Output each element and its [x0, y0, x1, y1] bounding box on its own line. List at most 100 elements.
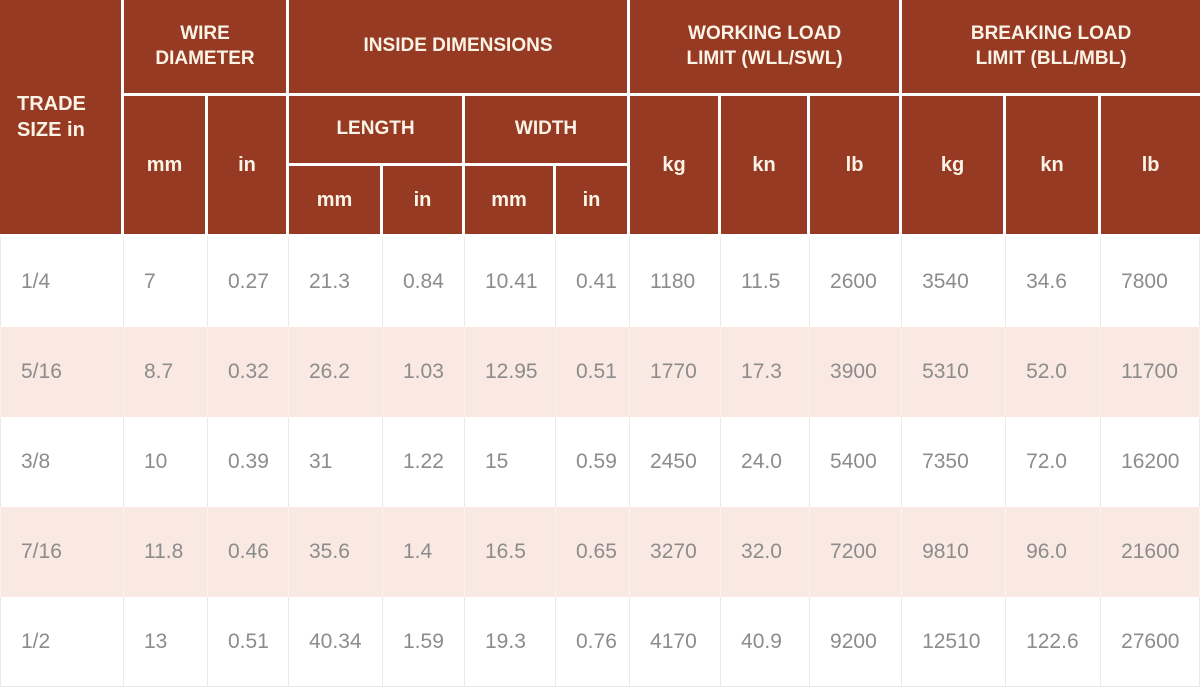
value-cell: 0.32	[208, 327, 289, 417]
trade-size-cell: 7/16	[0, 507, 124, 597]
value-cell: 0.59	[556, 417, 631, 507]
value-cell: 16200	[1101, 417, 1200, 507]
value-cell: 11.5	[721, 237, 811, 327]
col-header-bll-kg: kg	[902, 96, 1007, 237]
value-cell: 7800	[1101, 237, 1200, 327]
length-label: LENGTH	[336, 118, 415, 140]
value-cell: 52.0	[1006, 327, 1102, 417]
table-body: 1/4 7 0.27 21.3 0.84 10.41 0.41 1180 11.5 2600 354…	[0, 237, 1200, 687]
value-cell: 0.27	[208, 237, 289, 327]
value-cell: 17.3	[721, 327, 811, 417]
value-cell: 21.3	[289, 237, 383, 327]
table-row: 1/2 13 0.51 40.34 1.59 19.3 0.76 4170 40.9 9200 12…	[0, 597, 1200, 687]
value-cell: 5400	[810, 417, 903, 507]
value-cell: 0.39	[208, 417, 289, 507]
header-row-groups: TRADE SIZE in WIRE DIAMETER INSIDE DIMEN…	[0, 0, 1200, 237]
header-row-subgroups: mm in LENGTH WIDTH kg kn lb kg kn lb	[0, 96, 1200, 237]
inside-dimensions-label: INSIDE DIMENSIONS	[363, 35, 553, 57]
value-cell: 7200	[810, 507, 903, 597]
value-cell: 96.0	[1006, 507, 1102, 597]
value-cell: 8.7	[124, 327, 208, 417]
header-row-units: mm in mm in	[0, 166, 1200, 237]
col-header-length-in: in	[383, 166, 465, 237]
value-cell: 5310	[902, 327, 1007, 417]
table-header: TRADE SIZE in WIRE DIAMETER INSIDE DIMEN…	[0, 0, 1200, 237]
value-cell: 3270	[630, 507, 722, 597]
working-load-limit-label: WORKING LOAD LIMIT (WLL/SWL)	[686, 22, 843, 69]
value-cell: 12510	[902, 597, 1007, 687]
value-cell: 31	[289, 417, 383, 507]
col-header-trade-size: TRADE SIZE in	[0, 0, 124, 237]
value-cell: 15	[465, 417, 556, 507]
width-label: WIDTH	[514, 118, 578, 140]
value-cell: 2600	[810, 237, 903, 327]
col-header-bll-kn: kn	[1006, 96, 1102, 237]
value-cell: 0.84	[383, 237, 465, 327]
table-row: 3/8 10 0.39 31 1.22 15 0.59 2450 24.0 5400 7350 72.…	[0, 417, 1200, 507]
value-cell: 2450	[630, 417, 722, 507]
value-cell: 0.41	[556, 237, 631, 327]
trade-size-cell: 1/4	[0, 237, 124, 327]
col-header-wll-lb: lb	[810, 96, 903, 237]
value-cell: 21600	[1101, 507, 1200, 597]
col-group-breaking-load-limit: BREAKING LOAD LIMIT (BLL/MBL)	[902, 0, 1200, 96]
col-group-wire-diameter: WIRE DIAMETER	[124, 0, 289, 96]
value-cell: 13	[124, 597, 208, 687]
wire-diameter-label: WIRE DIAMETER	[155, 22, 255, 69]
value-cell: 11700	[1101, 327, 1200, 417]
value-cell: 3540	[902, 237, 1007, 327]
value-cell: 4170	[630, 597, 722, 687]
value-cell: 1.22	[383, 417, 465, 507]
col-subgroup-width: WIDTH	[465, 96, 631, 166]
col-header-wll-kn: kn	[721, 96, 811, 237]
value-cell: 3900	[810, 327, 903, 417]
table-row: 7/16 11.8 0.46 35.6 1.4 16.5 0.65 3270 32.0 7200 9…	[0, 507, 1200, 597]
trade-size-cell: 1/2	[0, 597, 124, 687]
trade-size-cell: 3/8	[0, 417, 124, 507]
value-cell: 1.59	[383, 597, 465, 687]
col-header-wire-mm: mm	[124, 96, 208, 237]
value-cell: 72.0	[1006, 417, 1102, 507]
value-cell: 9810	[902, 507, 1007, 597]
value-cell: 27600	[1101, 597, 1200, 687]
value-cell: 24.0	[721, 417, 811, 507]
value-cell: 19.3	[465, 597, 556, 687]
value-cell: 0.76	[556, 597, 631, 687]
value-cell: 12.95	[465, 327, 556, 417]
col-header-wire-in: in	[208, 96, 289, 237]
col-header-bll-lb: lb	[1101, 96, 1200, 237]
value-cell: 7	[124, 237, 208, 327]
table-row: 5/16 8.7 0.32 26.2 1.03 12.95 0.51 1770 17.3 3900…	[0, 327, 1200, 417]
value-cell: 0.65	[556, 507, 631, 597]
value-cell: 0.51	[556, 327, 631, 417]
col-header-wll-kg: kg	[630, 96, 722, 237]
col-header-width-mm: mm	[465, 166, 556, 237]
trade-size-cell: 5/16	[0, 327, 124, 417]
value-cell: 35.6	[289, 507, 383, 597]
value-cell: 10	[124, 417, 208, 507]
value-cell: 0.46	[208, 507, 289, 597]
breaking-load-limit-label: BREAKING LOAD LIMIT (BLL/MBL)	[970, 22, 1132, 69]
value-cell: 1.03	[383, 327, 465, 417]
value-cell: 122.6	[1006, 597, 1102, 687]
table-row: 1/4 7 0.27 21.3 0.84 10.41 0.41 1180 11.5 2600 354…	[0, 237, 1200, 327]
value-cell: 26.2	[289, 327, 383, 417]
value-cell: 1180	[630, 237, 722, 327]
col-group-working-load-limit: WORKING LOAD LIMIT (WLL/SWL)	[630, 0, 903, 96]
trade-size-label: TRADE SIZE in	[17, 93, 86, 141]
value-cell: 34.6	[1006, 237, 1102, 327]
col-group-inside-dimensions: INSIDE DIMENSIONS	[289, 0, 631, 96]
value-cell: 11.8	[124, 507, 208, 597]
value-cell: 10.41	[465, 237, 556, 327]
col-subgroup-length: LENGTH	[289, 96, 465, 166]
value-cell: 1.4	[383, 507, 465, 597]
value-cell: 16.5	[465, 507, 556, 597]
value-cell: 40.34	[289, 597, 383, 687]
value-cell: 9200	[810, 597, 903, 687]
value-cell: 32.0	[721, 507, 811, 597]
value-cell: 40.9	[721, 597, 811, 687]
value-cell: 0.51	[208, 597, 289, 687]
col-header-width-in: in	[556, 166, 631, 237]
col-header-length-mm: mm	[289, 166, 383, 237]
